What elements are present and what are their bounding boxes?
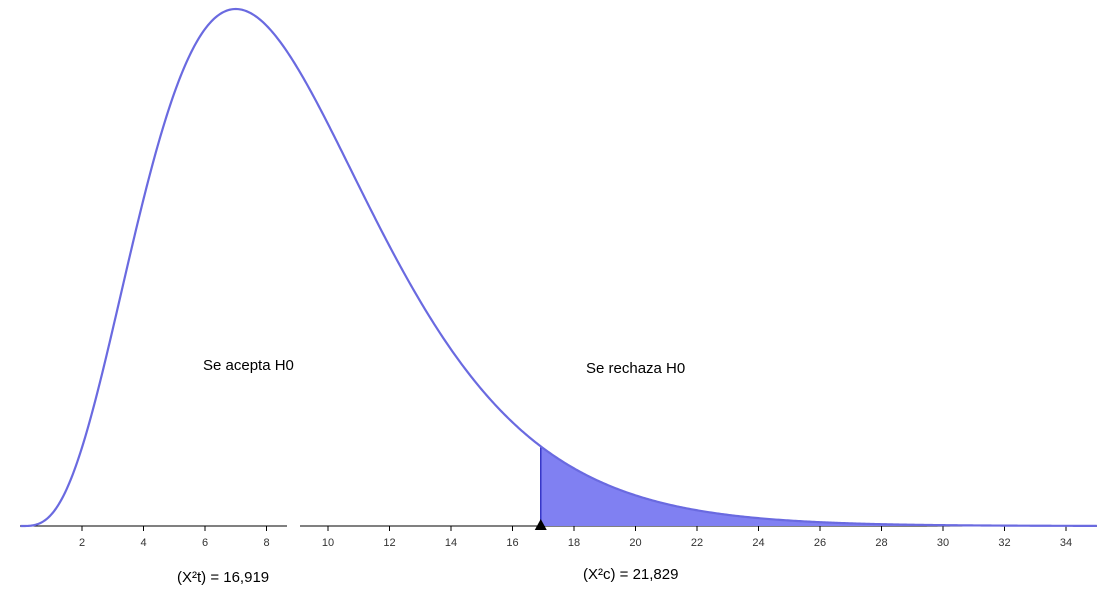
x-tick-label: 2 — [79, 537, 85, 549]
x-tick-label: 14 — [445, 537, 457, 549]
table-value-label: (X²t) = 16,919 — [177, 569, 270, 586]
x-tick-label: 4 — [140, 537, 146, 549]
x-tick-label: 20 — [629, 537, 641, 549]
x-tick-label: 16 — [506, 537, 518, 549]
x-tick-label: 12 — [383, 537, 395, 549]
accept-region-label: Se acepta H0 — [203, 357, 294, 374]
x-tick-label: 34 — [1060, 537, 1072, 549]
rejection-region-fill — [540, 446, 1097, 526]
x-tick-label: 32 — [998, 537, 1010, 549]
x-tick-label: 30 — [937, 537, 949, 549]
reject-region-label: Se rechaza H0 — [586, 360, 685, 377]
calculated-value-label: (X²c) = 21,829 — [583, 566, 679, 583]
density-curve — [20, 7, 1097, 528]
critical-value-marker — [534, 519, 547, 530]
x-tick-label: 24 — [752, 537, 764, 549]
x-tick-label: 10 — [322, 537, 334, 549]
x-axis: 2 4 6 8 10 12 14 16 18 20 22 24 26 28 30 32 34 — [20, 525, 1097, 549]
x-axis-ticks: 2 4 6 8 10 12 14 16 18 20 22 24 26 28 30 32 34 — [79, 526, 1072, 549]
x-tick-label: 26 — [814, 537, 826, 549]
x-tick-label: 22 — [691, 537, 703, 549]
x-tick-label: 18 — [568, 537, 580, 549]
x-tick-label: 6 — [202, 537, 208, 549]
x-tick-label: 28 — [875, 537, 887, 549]
x-tick-label: 8 — [263, 537, 269, 549]
